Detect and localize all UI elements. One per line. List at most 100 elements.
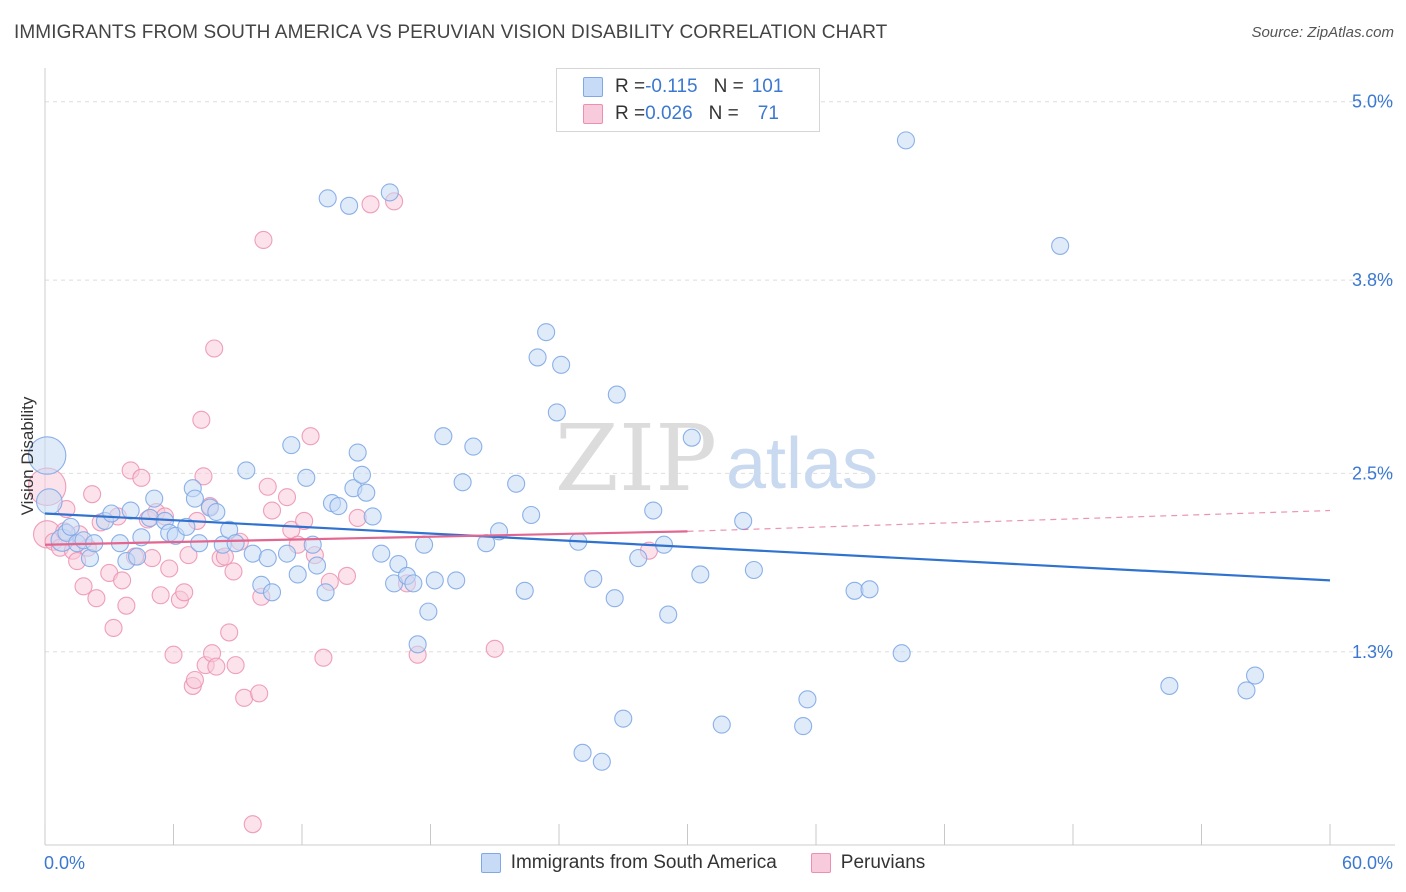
- immigrants-point: [605, 589, 624, 608]
- legend-item-immigrants[interactable]: Immigrants from South America: [480, 852, 777, 874]
- trend-lines: [44, 509, 1331, 582]
- immigrants-point: [282, 436, 301, 455]
- immigrants-point: [584, 569, 603, 588]
- immigrants-point: [892, 644, 911, 663]
- legend-r-label: R =: [615, 76, 646, 97]
- immigrants-point: [528, 348, 547, 367]
- x-tick-label: 60.0%: [1342, 853, 1393, 873]
- immigrants-point: [682, 428, 701, 447]
- immigrants-point: [1245, 666, 1265, 685]
- peruvians-point: [314, 648, 333, 667]
- immigrants-point: [453, 473, 472, 492]
- legend-label-immigrants: Immigrants from South America: [510, 852, 777, 873]
- y-axis-label: Vision Disability: [18, 396, 37, 516]
- y-tick-label: 1.3%: [1352, 642, 1393, 662]
- legend-swatch-blue: [480, 853, 501, 873]
- immigrants-point: [380, 183, 399, 202]
- immigrants-point: [1160, 676, 1179, 695]
- peruvians-point: [143, 549, 162, 568]
- immigrants-point: [190, 534, 209, 553]
- immigrants-point: [243, 544, 262, 563]
- immigrants-point: [185, 489, 204, 508]
- immigrants-point: [552, 355, 571, 374]
- immigrants-point: [307, 556, 327, 575]
- legend-n-label: N =: [713, 76, 744, 97]
- legend-r-value: 0.026: [645, 103, 693, 124]
- immigrants-point: [372, 544, 391, 563]
- immigrants-point: [288, 565, 307, 584]
- peruvians-point: [254, 230, 273, 250]
- immigrants-point: [798, 690, 817, 709]
- immigrants-point: [415, 535, 434, 554]
- peruvians-point: [192, 410, 211, 429]
- y-tick-labels: 1.3% 2.5% 3.8% 5.0%: [1352, 92, 1393, 662]
- immigrants-point: [515, 581, 534, 600]
- immigrants-point: [237, 461, 256, 480]
- immigrants-point: [207, 502, 226, 522]
- immigrants-point: [537, 323, 556, 342]
- immigrants-point: [1051, 236, 1070, 255]
- immigrants-point: [408, 635, 427, 654]
- immigrants-point: [614, 709, 633, 728]
- immigrants-point: [80, 549, 100, 568]
- immigrants-point: [277, 544, 297, 563]
- immigrants-point: [607, 385, 626, 404]
- immigrants-point: [226, 534, 245, 553]
- immigrants-point: [712, 715, 731, 734]
- immigrants-point: [860, 580, 879, 599]
- peruvians-point: [235, 688, 254, 707]
- x-tick-label: 0.0%: [44, 853, 85, 873]
- peruvians-point: [151, 586, 170, 605]
- peruvians-point: [117, 596, 136, 615]
- grid-lines: [45, 101, 1395, 653]
- immigrants-point: [404, 574, 423, 593]
- x-tick-labels: 0.0% 60.0%: [44, 853, 1393, 873]
- peruvians-point: [250, 684, 269, 703]
- legend-swatch-blue: [583, 77, 603, 97]
- immigrants-point: [447, 571, 466, 590]
- immigrants-point: [464, 437, 483, 456]
- immigrants-point: [303, 535, 322, 554]
- legend-label-peruvians: Peruvians: [840, 852, 926, 873]
- y-tick-label: 3.8%: [1352, 270, 1393, 290]
- peruvians-point: [160, 559, 179, 578]
- peruvians-point: [87, 589, 106, 608]
- peruvians-point: [83, 485, 102, 504]
- legend-row-immigrants: R = -0.115 N = 101: [583, 75, 783, 99]
- peruvians-point: [220, 623, 239, 642]
- peruvians-point: [262, 501, 282, 520]
- immigrants-point: [363, 507, 382, 526]
- legend-n-value: 101: [751, 76, 784, 97]
- immigrants-point: [434, 427, 453, 446]
- immigrants-point: [507, 474, 526, 493]
- legend-item-peruvians[interactable]: Peruvians: [810, 852, 926, 874]
- peruvians-point: [361, 195, 380, 214]
- peruvians-point: [185, 670, 204, 690]
- peruvians-point: [179, 546, 198, 565]
- immigrants-point: [262, 583, 282, 602]
- immigrants-point: [102, 504, 121, 523]
- watermark: ZIP atlas: [555, 405, 878, 512]
- immigrants-point: [61, 517, 80, 536]
- peruvians-point: [104, 618, 123, 638]
- immigrants-point: [177, 517, 196, 536]
- immigrants-point: [425, 571, 444, 590]
- immigrants-point: [297, 468, 316, 487]
- peruvians-point: [226, 656, 245, 675]
- immigrants-point: [419, 602, 438, 621]
- peruvians-trend-line: [44, 530, 688, 546]
- legend-n-label: N =: [708, 103, 739, 124]
- peruvians-point: [205, 339, 224, 358]
- legend-swatch-pink: [583, 104, 603, 124]
- peruvians-point: [295, 511, 314, 530]
- peruvians-point: [301, 427, 320, 446]
- legend-row-peruvians: R = 0.026 N = 71: [583, 102, 779, 126]
- peruvians-point: [194, 467, 213, 486]
- immigrants-point: [352, 465, 372, 484]
- watermark-atlas: atlas: [726, 424, 878, 504]
- legend-r-label: R =: [615, 103, 646, 124]
- immigrants-point: [1237, 681, 1256, 700]
- immigrants-point: [27, 436, 67, 475]
- peruvians-point: [113, 571, 132, 590]
- immigrants-point: [329, 497, 348, 516]
